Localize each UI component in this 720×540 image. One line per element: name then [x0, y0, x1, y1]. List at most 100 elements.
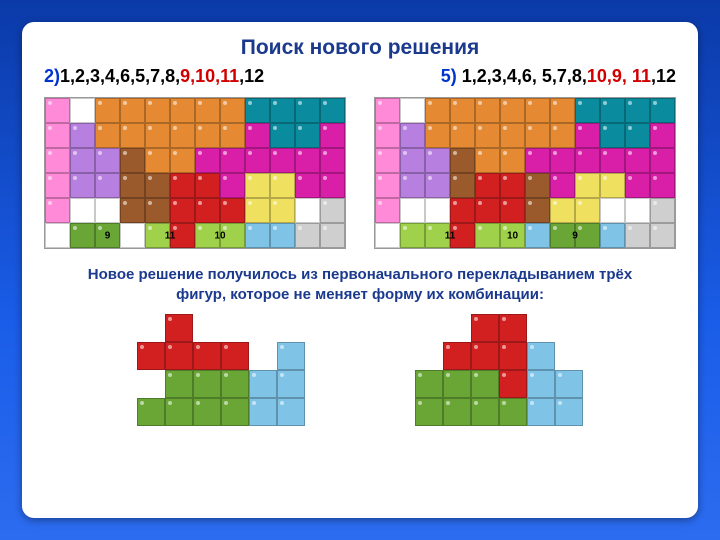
cell [220, 198, 245, 223]
cell [499, 370, 527, 398]
cell [650, 123, 675, 148]
cell [120, 198, 145, 223]
cell [550, 98, 575, 123]
cell [425, 173, 450, 198]
grid-label: 10 [214, 230, 225, 241]
cell [425, 123, 450, 148]
cell [295, 148, 320, 173]
cell [525, 173, 550, 198]
cell [165, 314, 193, 342]
cell [471, 314, 499, 342]
cell [120, 98, 145, 123]
seq-part1: 1,2,3,4,6, 5,7,8, [462, 66, 587, 86]
cell [70, 173, 95, 198]
cell [120, 123, 145, 148]
cell [295, 223, 320, 248]
cell [221, 342, 249, 370]
grid-right: 11109 [374, 97, 676, 249]
cell [600, 223, 625, 248]
cell [375, 198, 400, 223]
cell [550, 173, 575, 198]
cell [95, 98, 120, 123]
cell [443, 398, 471, 426]
cell [137, 342, 165, 370]
combo-right [415, 314, 583, 426]
cell [450, 173, 475, 198]
cell [245, 223, 270, 248]
seq-lead: 2) [44, 66, 60, 86]
cell [475, 148, 500, 173]
seq-red: 10,9, 11 [587, 66, 651, 86]
cell [625, 223, 650, 248]
cell [245, 198, 270, 223]
page-title: Поиск нового решения [22, 22, 698, 66]
seq-red: 9,10,11 [180, 66, 239, 86]
grid-label: 11 [445, 230, 456, 241]
cell [450, 198, 475, 223]
cell [193, 398, 221, 426]
cell [527, 398, 555, 426]
cell [165, 342, 193, 370]
cell [500, 98, 525, 123]
cell [550, 198, 575, 223]
cell [625, 173, 650, 198]
cell [575, 173, 600, 198]
cell [525, 198, 550, 223]
cell [375, 148, 400, 173]
cell [400, 148, 425, 173]
cell [195, 173, 220, 198]
cell [170, 173, 195, 198]
cell [170, 198, 195, 223]
cell [70, 148, 95, 173]
cell [425, 148, 450, 173]
cell [45, 123, 70, 148]
cell [145, 98, 170, 123]
cell [650, 173, 675, 198]
cell [527, 370, 555, 398]
explanation-text: Новое решение получилось из первоначальн… [22, 249, 698, 314]
cell [475, 223, 500, 248]
cell [499, 342, 527, 370]
cell [295, 98, 320, 123]
cell [249, 370, 277, 398]
cell [415, 398, 443, 426]
cell [555, 370, 583, 398]
cell [550, 123, 575, 148]
grid-left: 91110 [44, 97, 346, 249]
cell [45, 173, 70, 198]
cell [95, 148, 120, 173]
grids-row: 91110 11109 [22, 97, 698, 249]
cell [600, 173, 625, 198]
seq-part2: ,12 [239, 66, 264, 86]
cell [525, 123, 550, 148]
seq-part2: ,12 [651, 66, 676, 86]
cell [400, 123, 425, 148]
cell [277, 342, 305, 370]
cell [650, 98, 675, 123]
cell [471, 342, 499, 370]
cell [600, 123, 625, 148]
cell [95, 173, 120, 198]
cell [320, 123, 345, 148]
cell [220, 98, 245, 123]
cell [499, 314, 527, 342]
cell [450, 148, 475, 173]
cell [450, 98, 475, 123]
cell [525, 148, 550, 173]
cell [95, 123, 120, 148]
cell [320, 173, 345, 198]
cell [650, 198, 675, 223]
cell [425, 98, 450, 123]
cell [500, 148, 525, 173]
cell [70, 123, 95, 148]
cell [527, 342, 555, 370]
seq-lead: 5) [441, 66, 462, 86]
cell [270, 198, 295, 223]
grid-label: 10 [507, 230, 518, 241]
cell [471, 370, 499, 398]
cell [245, 98, 270, 123]
cell [170, 98, 195, 123]
cell [500, 173, 525, 198]
combo-left [137, 314, 305, 426]
cell [499, 398, 527, 426]
